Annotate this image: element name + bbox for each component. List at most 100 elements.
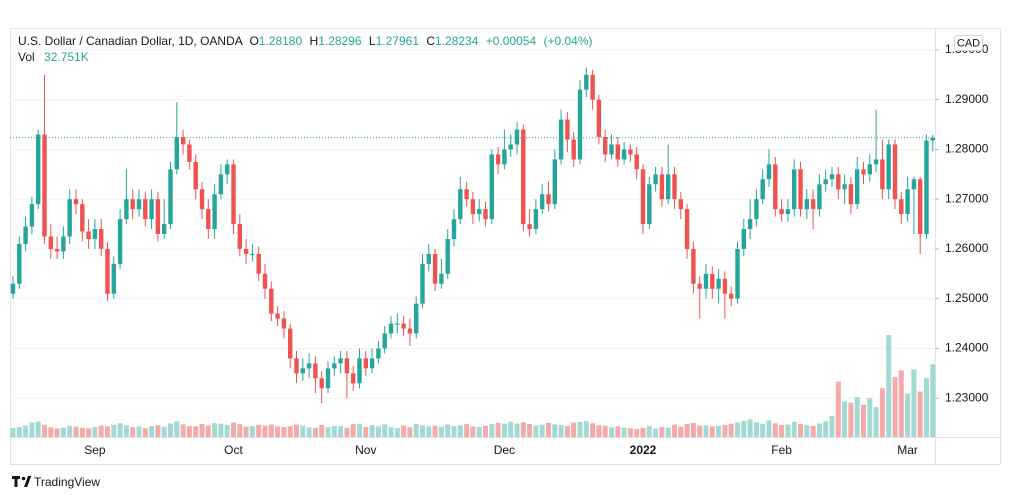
candle-body	[590, 74, 595, 100]
candle-body	[363, 358, 368, 369]
volume-bar	[48, 427, 54, 437]
candle-body	[489, 154, 494, 220]
candle-body	[792, 169, 797, 210]
brand-logo[interactable]: TradingView	[12, 475, 100, 489]
candle-body	[80, 204, 85, 232]
volume-bar	[243, 426, 249, 437]
volume-bar	[848, 402, 854, 437]
volume-bar	[86, 428, 92, 437]
volume-bar	[168, 423, 173, 437]
volume-bar	[476, 427, 482, 437]
candle-body	[470, 199, 476, 215]
volume-bar	[268, 424, 274, 437]
volume-bar	[199, 423, 205, 437]
volume-bar	[533, 425, 539, 437]
volume-bar	[546, 423, 551, 437]
volume-bar	[10, 428, 16, 437]
candle-body	[143, 199, 148, 220]
volume-bar	[672, 424, 677, 437]
candle-body	[640, 169, 646, 225]
candle-body	[905, 189, 910, 215]
volume-bar	[520, 422, 526, 437]
logo-mark	[12, 476, 20, 487]
volume-bar	[464, 424, 470, 437]
change: +0.00054	[486, 34, 537, 48]
candle-body	[212, 194, 217, 230]
candle-body	[218, 174, 224, 195]
candle-body	[149, 199, 154, 220]
volume-bar	[281, 427, 287, 437]
volume-bar	[369, 425, 375, 437]
candle-body	[325, 368, 331, 389]
candle-body	[697, 283, 702, 289]
candle-body	[609, 144, 614, 155]
volume-bar	[716, 425, 722, 437]
candle-body	[829, 174, 835, 180]
y-tick-label: 1.28000	[945, 142, 989, 156]
candle-body	[766, 164, 772, 180]
volume-bar	[470, 426, 476, 437]
candle-body	[798, 169, 803, 210]
candle-body	[546, 194, 551, 205]
candle-body	[262, 273, 268, 289]
volume-bar	[577, 421, 583, 437]
currency-badge	[954, 35, 983, 51]
candle-body	[458, 189, 463, 220]
candle-body	[502, 149, 507, 165]
volume-bar	[180, 424, 186, 437]
volume-bar	[67, 425, 73, 437]
volume-bar	[646, 426, 652, 437]
candle-body	[92, 229, 98, 239]
candle-body	[785, 209, 791, 215]
readout-value: 1.28234	[435, 34, 479, 48]
volume-bar	[420, 425, 425, 437]
volume-bar	[886, 335, 892, 437]
candle-body	[269, 288, 274, 314]
volume-bar	[161, 426, 167, 437]
volume-bar	[130, 427, 136, 437]
volume-bar	[394, 428, 400, 437]
volume-bar	[615, 426, 621, 437]
volume-bar	[640, 427, 646, 437]
volume-bar	[363, 427, 369, 437]
volume-bar	[558, 425, 564, 437]
volume-bar	[917, 391, 923, 437]
volume-bar	[665, 427, 671, 437]
volume-bar	[495, 422, 501, 437]
volume-readout: Vol 32.751K	[18, 50, 89, 64]
y-tick-label: 1.24000	[945, 341, 989, 355]
candle-body	[540, 194, 545, 210]
volume-bar	[703, 425, 709, 437]
volume-bar	[930, 364, 936, 437]
x-tick-label: Mar	[897, 443, 918, 457]
volume-bar	[231, 422, 236, 437]
volume-bar	[501, 423, 507, 437]
candle-body	[867, 164, 872, 175]
candle-body	[250, 253, 255, 255]
candle-body	[899, 199, 904, 215]
candle-body	[29, 204, 35, 227]
volume-name: Vol	[18, 50, 35, 64]
candle-body	[659, 174, 665, 200]
volume-bar	[596, 425, 602, 437]
readout-value: 1.28180	[259, 34, 303, 48]
candle-body	[193, 161, 198, 190]
candle-body	[162, 224, 167, 235]
volume-bar	[388, 426, 394, 437]
volume-bar	[92, 427, 98, 437]
volume-bar	[697, 425, 703, 437]
candle-body	[306, 363, 312, 369]
volume-bar	[835, 381, 841, 437]
volume-bar	[262, 425, 268, 437]
candle-body	[848, 184, 854, 205]
volume-bar	[249, 426, 255, 437]
candle-body	[237, 224, 242, 249]
volume-bar	[142, 428, 148, 437]
candle-body	[684, 209, 690, 249]
volume-bar	[73, 426, 79, 437]
candle-body	[747, 219, 753, 230]
candle-body	[136, 199, 142, 210]
candle-body	[206, 209, 211, 230]
volume-bars	[10, 335, 936, 437]
candle-body	[180, 137, 186, 145]
